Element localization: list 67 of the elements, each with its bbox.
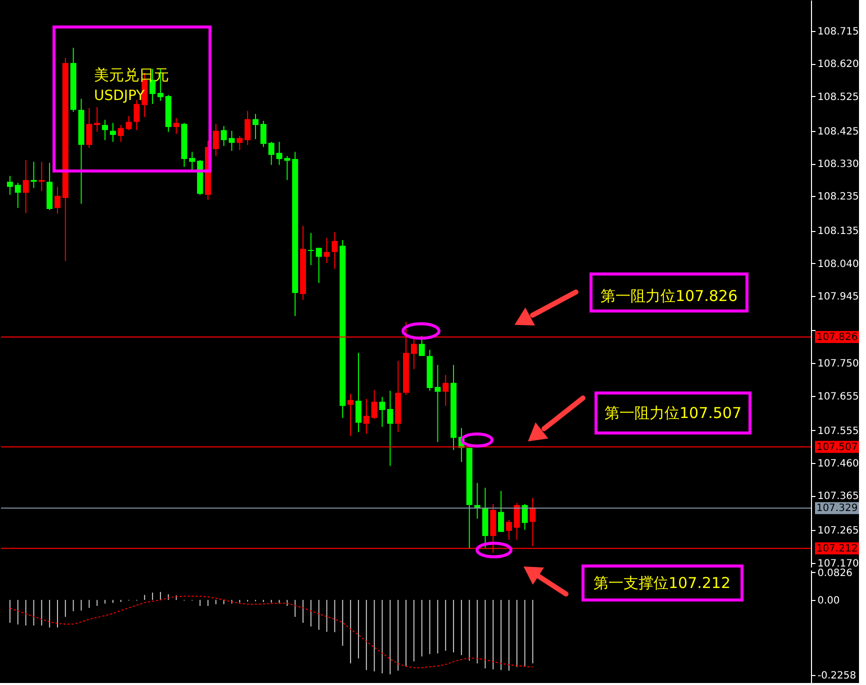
- candlestick: [236, 135, 243, 151]
- ref-line-label: 107.507: [816, 442, 858, 453]
- candlestick: [118, 124, 124, 142]
- y-tick-label: 107.265: [818, 526, 859, 537]
- candlestick: [371, 390, 378, 420]
- candlestick: [30, 161, 37, 188]
- candlestick: [498, 490, 504, 532]
- annotation: 第一支撑位107.212: [593, 574, 731, 592]
- y-tick-label: 108.040: [818, 258, 859, 270]
- candlestick: [260, 120, 266, 148]
- candlestick: [506, 519, 512, 540]
- y-tick-label: 107.655: [818, 391, 859, 402]
- candlestick: [474, 482, 480, 520]
- candlestick: [442, 374, 449, 406]
- candlestick: [522, 504, 528, 530]
- y-tick-label: 107.170: [818, 558, 859, 570]
- candlestick: [252, 113, 259, 140]
- candlestick: [379, 396, 386, 428]
- y-tick-label: 108.425: [818, 126, 859, 138]
- ref-line-label: 107.826: [816, 332, 858, 344]
- candlestick: [150, 68, 156, 104]
- annotation: 第一阻力位107.826: [600, 287, 738, 305]
- candlestick: [332, 232, 338, 270]
- candlestick: [212, 123, 219, 156]
- y-tick-label: 0.00: [818, 595, 840, 606]
- candlestick: [418, 336, 425, 356]
- ref-line-label: 107.212: [816, 543, 858, 554]
- y-tick-label: -0.2258: [818, 670, 856, 682]
- candlestick: [86, 108, 92, 149]
- y-tick-label: 107.365: [818, 491, 859, 502]
- candlestick: [410, 336, 417, 370]
- candlestick: [54, 186, 60, 214]
- candlestick: [387, 390, 394, 466]
- y-tick-label: 108.715: [818, 26, 859, 38]
- y-tick-label: 108.525: [818, 92, 859, 103]
- y-tick-label: 108.235: [818, 192, 859, 203]
- candlestick: [38, 161, 45, 192]
- candlestick: [94, 106, 100, 132]
- candlestick: [189, 151, 196, 171]
- candlestick: [530, 497, 536, 546]
- y-tick-label: 107.555: [818, 426, 859, 437]
- candlestick: [308, 232, 314, 266]
- candlestick: [324, 237, 330, 264]
- candlestick: [244, 110, 251, 146]
- candlestick: [22, 160, 29, 214]
- y-tick-label: 107.945: [818, 292, 859, 303]
- candlestick: [268, 141, 274, 166]
- candlestick: [316, 247, 322, 284]
- candlestick: [363, 398, 370, 434]
- candlestick: [355, 352, 362, 433]
- candlestick: [173, 118, 180, 134]
- candlestick: [14, 182, 21, 208]
- y-tick-label: 108.330: [818, 159, 859, 170]
- ref-line-label: 107.329: [816, 503, 858, 514]
- y-tick-label: 108.135: [818, 226, 859, 238]
- candlestick: [126, 116, 132, 131]
- candlestick: [110, 122, 116, 142]
- line-series: [9, 596, 534, 668]
- y-tick-label: 107.460: [818, 458, 859, 470]
- candlestick: [6, 175, 13, 196]
- candlestick: [514, 502, 520, 540]
- candlestick: [348, 393, 354, 436]
- y-tick-label: 108.620: [818, 59, 859, 70]
- candlestick: [102, 119, 108, 141]
- annotation: 第一阻力位107.507: [604, 404, 742, 422]
- y-tick-label: 0.0826: [818, 568, 852, 579]
- y-tick-label: 107.750: [818, 358, 859, 370]
